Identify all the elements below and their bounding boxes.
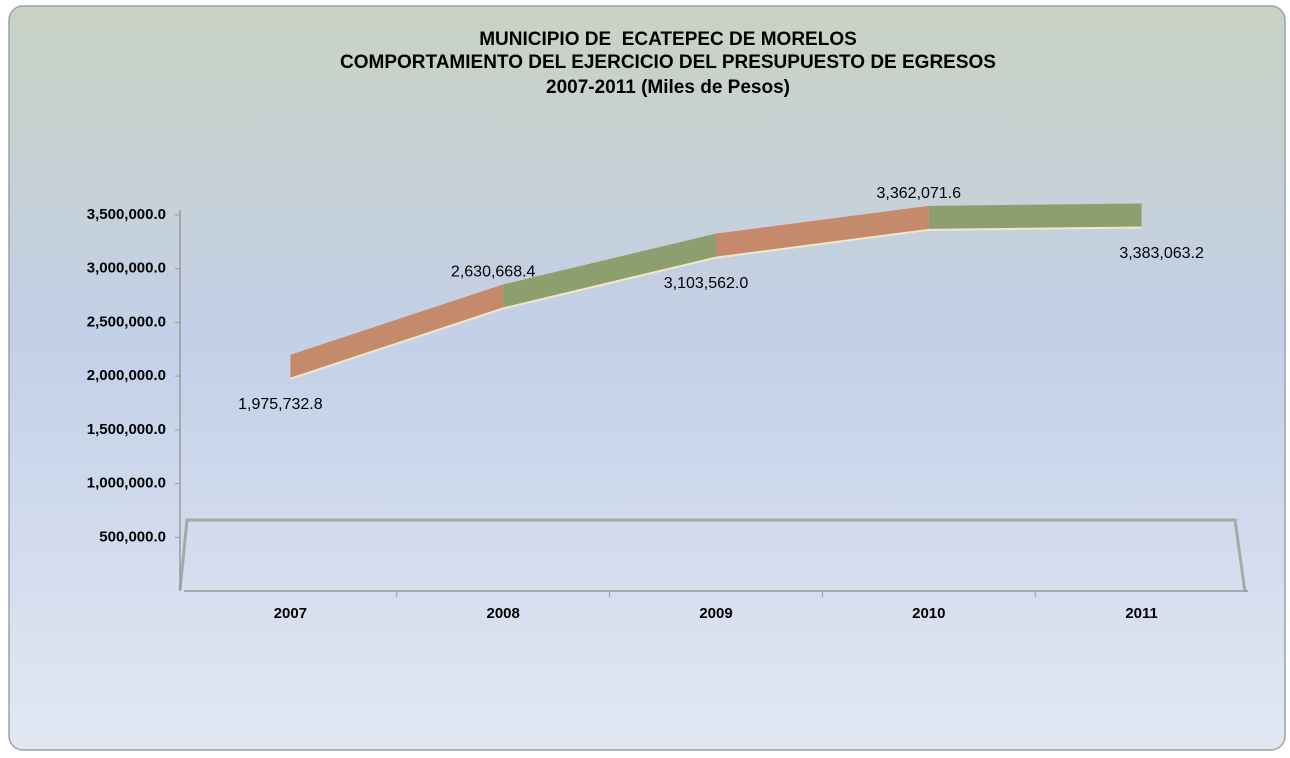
ribbon-edge bbox=[290, 226, 1142, 380]
x-tick-label: 2009 bbox=[699, 605, 732, 622]
floor bbox=[178, 518, 1247, 593]
y-tick-label: 2,500,000.0 bbox=[87, 313, 166, 330]
data-label: 2,630,668.4 bbox=[451, 264, 536, 281]
ribbon-segment bbox=[716, 205, 929, 258]
y-tick-label: 3,500,000.0 bbox=[87, 206, 166, 223]
data-label: 3,362,071.6 bbox=[877, 185, 962, 202]
x-tick-label: 2011 bbox=[1125, 605, 1158, 622]
data-label: 3,383,063.2 bbox=[1119, 245, 1204, 262]
data-label: 3,103,562.0 bbox=[664, 275, 749, 292]
ribbon-segment bbox=[290, 284, 504, 379]
y-tick-label: 1,500,000.0 bbox=[87, 421, 166, 438]
y-tick-label: 1,000,000.0 bbox=[87, 475, 166, 492]
y-tick-label: 2,000,000.0 bbox=[87, 367, 166, 384]
chart-title: 2007-2011 (Miles de Pesos) bbox=[546, 77, 790, 98]
ribbon-segment bbox=[503, 233, 716, 309]
chart-area bbox=[8, 5, 1286, 751]
data-label: 1,975,732.8 bbox=[238, 396, 323, 413]
ribbon-segment bbox=[928, 203, 1142, 230]
chart-title: COMPORTAMIENTO DEL EJERCICIO DEL PRESUPU… bbox=[340, 52, 996, 73]
y-tick-label: 500,000.0 bbox=[99, 528, 166, 545]
x-tick-label: 2007 bbox=[274, 605, 307, 622]
chart-title: MUNICIPIO DE ECATEPEC DE MORELOS bbox=[479, 29, 857, 50]
x-tick-label: 2010 bbox=[912, 605, 945, 622]
x-tick-label: 2008 bbox=[487, 605, 520, 622]
y-tick-label: 3,000,000.0 bbox=[87, 260, 166, 277]
